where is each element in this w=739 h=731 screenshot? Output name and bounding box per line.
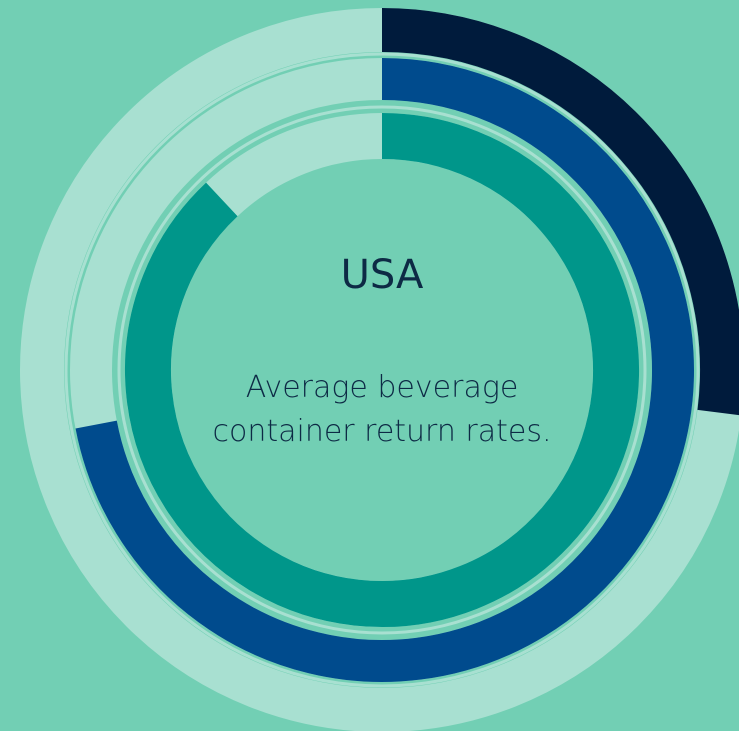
ring-arc xyxy=(125,113,639,627)
ring-arc xyxy=(381,8,739,416)
chart-title: USA xyxy=(340,252,424,298)
chart-subtitle: Average beverage container return rates. xyxy=(212,370,552,449)
separator xyxy=(64,52,700,688)
ring-arc xyxy=(75,58,694,682)
separator xyxy=(117,105,647,635)
